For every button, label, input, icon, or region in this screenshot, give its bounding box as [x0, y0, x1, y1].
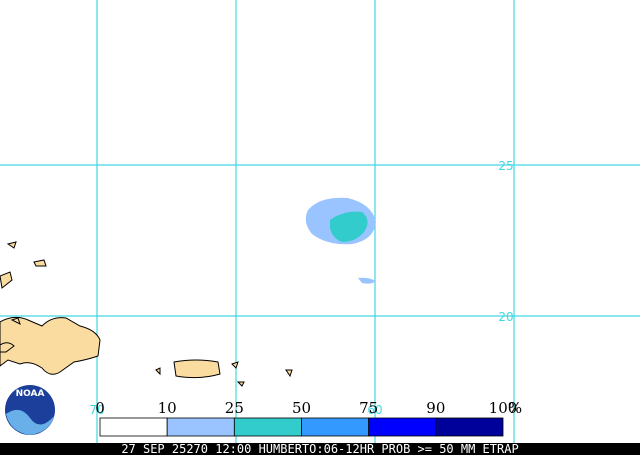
- legend-label: 10: [158, 399, 177, 417]
- legend-swatch: [233, 417, 302, 437]
- island: [10, 317, 21, 325]
- legend-label: 0: [95, 399, 105, 417]
- island: [236, 381, 245, 387]
- legend-label: 75: [359, 399, 378, 417]
- footer-text: 27 SEP 25270 12:00 HUMBERTO:06-12HR PROB…: [121, 442, 518, 455]
- legend-swatch: [301, 417, 370, 437]
- island: [33, 259, 47, 267]
- legend-label: 100: [489, 399, 518, 417]
- noaa-logo: NOAA: [2, 382, 58, 438]
- legend: 0 10 25 50 75 90 100%: [95, 399, 522, 437]
- legend-swatch: [166, 417, 235, 437]
- legend-swatch: [435, 417, 504, 437]
- footer-bar: [0, 443, 640, 455]
- puerto-rico: [173, 359, 221, 379]
- legend-swatch: [99, 417, 168, 437]
- island: [6, 241, 17, 249]
- lat-label: 20: [498, 310, 513, 324]
- lon-label: 60: [367, 403, 382, 417]
- prob-10: [358, 277, 376, 284]
- island: [285, 369, 293, 378]
- island: [231, 361, 239, 369]
- island: [0, 271, 13, 289]
- legend-label: 90: [426, 399, 445, 417]
- island: [155, 367, 161, 376]
- legend-unit: %: [508, 399, 522, 417]
- island: [0, 342, 15, 353]
- legend-label: 50: [292, 399, 311, 417]
- probability-area: [305, 197, 376, 284]
- legend-swatch: [368, 417, 437, 437]
- lat-label: 25: [498, 159, 513, 173]
- logo-text: NOAA: [16, 389, 45, 399]
- logo-wave: [6, 409, 54, 435]
- legend-label: 25: [225, 399, 244, 417]
- hispaniola: [0, 316, 101, 375]
- prob-25: [330, 211, 368, 242]
- lon-label: 70: [89, 403, 104, 417]
- land: [0, 241, 293, 387]
